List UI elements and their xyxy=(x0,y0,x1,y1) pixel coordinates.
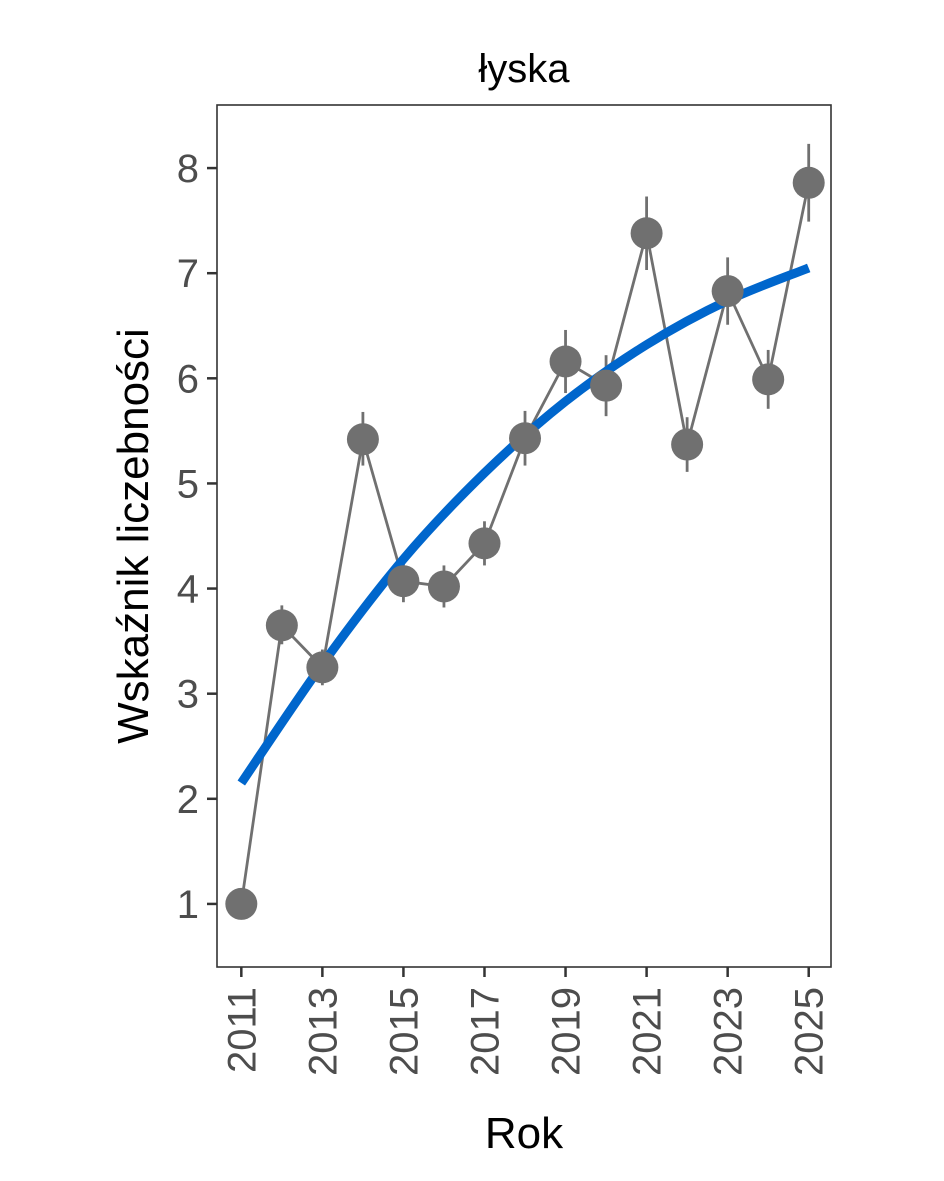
y-tick-label: 5 xyxy=(177,462,199,506)
data-point xyxy=(630,217,663,250)
data-point xyxy=(752,363,785,396)
data-point xyxy=(427,570,460,603)
trend-line xyxy=(237,263,811,786)
plot-panel xyxy=(216,104,832,968)
x-tick-label: 2017 xyxy=(463,987,507,1076)
data-point xyxy=(509,422,542,455)
x-tick-label: 2015 xyxy=(382,987,426,1076)
y-tick-label: 7 xyxy=(177,252,199,296)
y-axis-title: Wskaźnik liczebności xyxy=(109,328,158,744)
x-axis: 2011 2013 2015 2017 2019 2021 2023 2025 xyxy=(220,967,832,1076)
y-tick-label: 3 xyxy=(177,673,199,717)
y-tick-label: 2 xyxy=(177,778,199,822)
data-point xyxy=(387,565,420,598)
x-tick-label: 2021 xyxy=(626,987,670,1076)
x-tick-label: 2019 xyxy=(545,987,589,1076)
data-point xyxy=(306,651,339,684)
y-tick-label: 1 xyxy=(177,883,199,927)
x-tick-label: 2023 xyxy=(707,987,751,1076)
data-point xyxy=(265,609,298,642)
data-point xyxy=(346,423,379,456)
x-tick-label: 2025 xyxy=(788,987,832,1076)
y-tick-label: 4 xyxy=(177,568,199,612)
data-point xyxy=(792,166,825,199)
y-tick-label: 8 xyxy=(177,147,199,191)
y-axis: 1 2 3 4 5 6 7 8 xyxy=(177,147,217,927)
data-point xyxy=(711,275,744,308)
y-tick-label: 6 xyxy=(177,357,199,401)
chart-title: łyska xyxy=(478,47,570,91)
data-point xyxy=(671,428,704,461)
x-axis-title: Rok xyxy=(485,1109,564,1158)
data-point xyxy=(468,527,501,560)
x-tick-label: 2011 xyxy=(220,987,264,1073)
data-point xyxy=(590,369,623,402)
x-tick-label: 2013 xyxy=(301,987,345,1076)
data-point xyxy=(549,345,582,378)
plot-marks xyxy=(225,143,825,920)
data-point xyxy=(225,887,258,920)
